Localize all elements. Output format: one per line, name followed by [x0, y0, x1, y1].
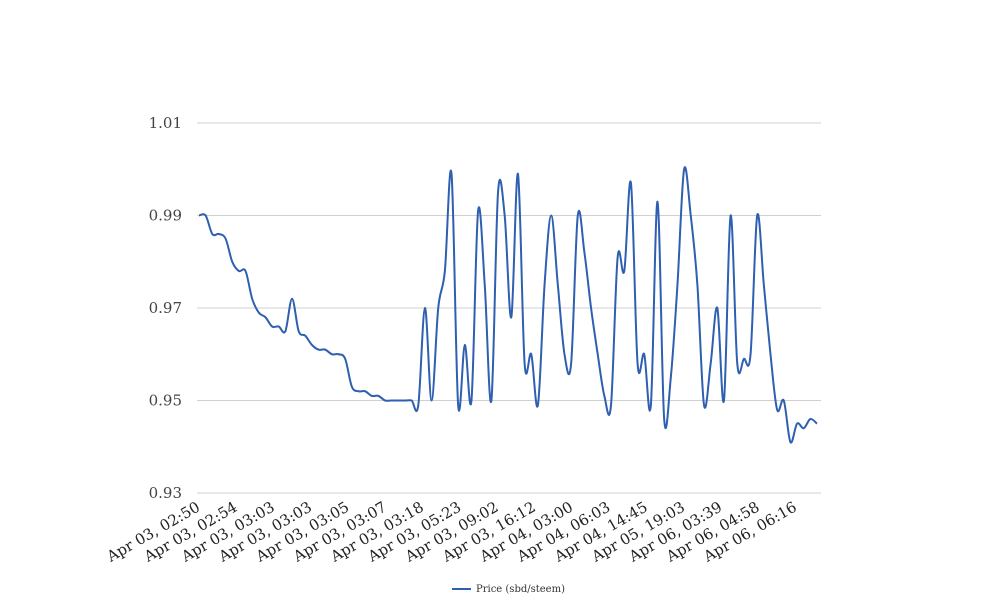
legend: Price (sbd/steem)	[452, 584, 565, 595]
y-tick-label: 0.97	[149, 299, 182, 317]
y-tick-label: 0.95	[149, 392, 182, 410]
y-axis-tick-labels: 0.93 0.95 0.97 0.99 1.01	[149, 114, 182, 502]
y-tick-label: 0.99	[149, 207, 182, 225]
series-line-price	[198, 166, 818, 444]
legend-label-price: Price (sbd/steem)	[476, 584, 565, 595]
y-tick-label: 1.01	[149, 114, 182, 132]
plot-area	[198, 166, 818, 444]
y-tick-label: 0.93	[149, 484, 182, 502]
